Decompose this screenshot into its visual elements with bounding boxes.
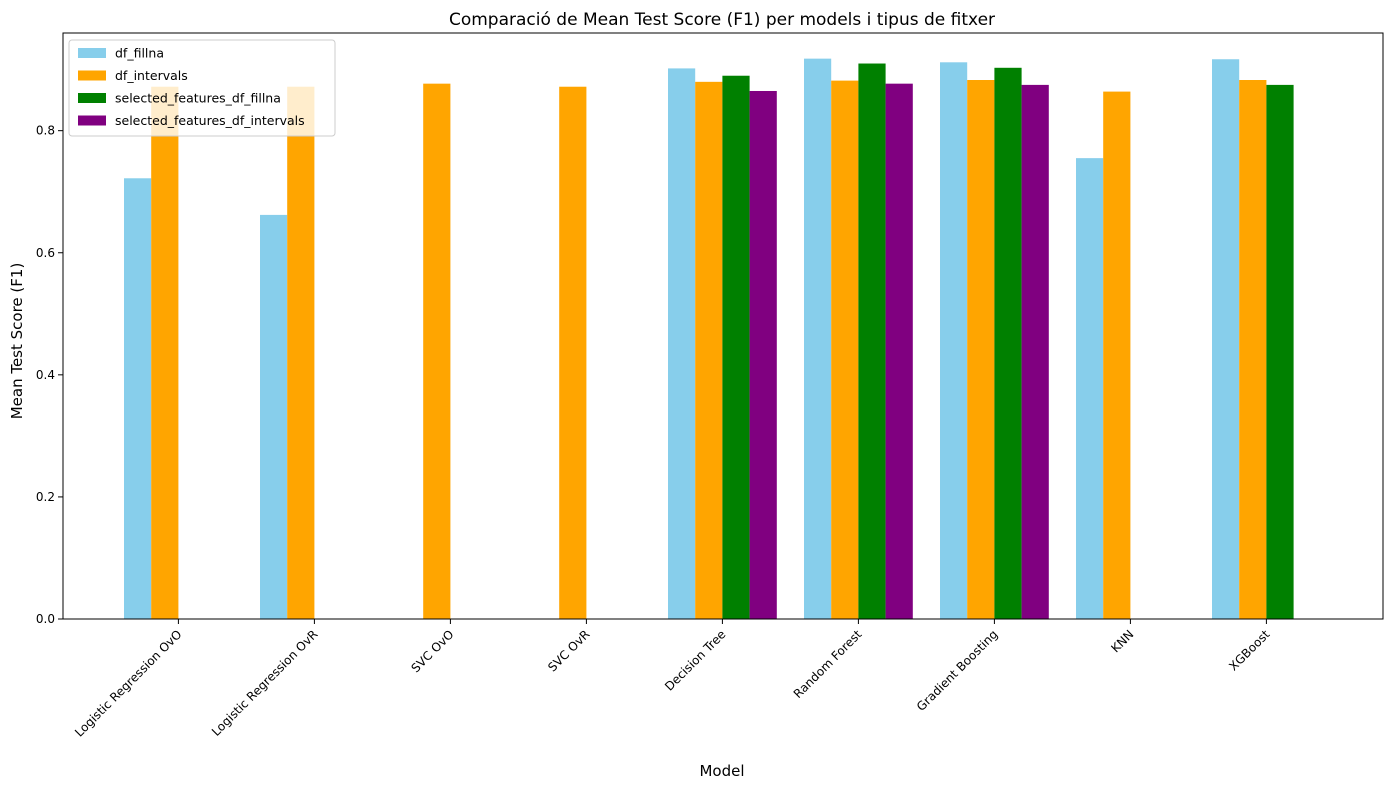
bar-df-intervals-2 <box>423 83 451 619</box>
legend-label-selected-features-df-intervals: selected_features_df_intervals <box>115 113 305 128</box>
bar-selected-features-df-fillna-6 <box>994 67 1022 620</box>
y-tick-label: 0.8 <box>36 124 55 138</box>
x-tick-label: SVC OvR <box>545 627 592 674</box>
x-tick-label: Gradient Boosting <box>914 627 1001 714</box>
x-tick-label: Decision Tree <box>662 627 728 693</box>
y-tick-label: 0.0 <box>36 612 55 626</box>
legend-label-selected-features-df-fillna: selected_features_df_fillna <box>115 91 281 106</box>
bar-selected-features-df-intervals-5 <box>885 83 913 619</box>
bar-selected-features-df-intervals-6 <box>1021 84 1049 619</box>
y-tick-label: 0.4 <box>36 368 55 382</box>
x-tick-label: XGBoost <box>1226 627 1272 673</box>
bar-df-intervals-5 <box>831 80 859 620</box>
bar-selected-features-df-fillna-8 <box>1266 84 1294 619</box>
bar-df-fillna-0 <box>124 178 152 619</box>
x-tick-label: Logistic Regression OvO <box>72 627 184 739</box>
plot-frame <box>62 32 1384 620</box>
y-tick-label: 0.2 <box>36 490 55 504</box>
bar-df-intervals-8 <box>1239 80 1267 619</box>
chart-title: Comparació de Mean Test Score (F1) per m… <box>449 10 995 30</box>
bar-selected-features-df-intervals-4 <box>749 90 777 620</box>
legend-box <box>68 39 336 137</box>
x-axis-ticks: Logistic Regression OvO Logistic Regressi… <box>72 619 1273 740</box>
bar-df-intervals-1 <box>287 86 315 620</box>
y-axis-label: Mean Test Score (F1) <box>8 263 26 420</box>
bar-df-fillna-4 <box>668 68 696 619</box>
bar-df-fillna-6 <box>940 62 968 620</box>
bar-df-fillna-5 <box>804 58 832 619</box>
bar-df-fillna-7 <box>1076 158 1104 619</box>
legend-label-df-fillna: df_fillna <box>115 46 164 61</box>
bar-df-intervals-6 <box>967 80 995 619</box>
legend-label-df-intervals: df_intervals <box>115 68 188 83</box>
bar-df-intervals-4 <box>695 81 723 619</box>
bar-df-intervals-3 <box>559 86 587 620</box>
x-tick-label: Random Forest <box>791 627 865 701</box>
bars-group <box>124 58 1294 620</box>
legend-swatch-df-intervals <box>78 70 106 81</box>
y-tick-label: 0.6 <box>36 246 55 260</box>
x-axis-label: Model <box>699 762 744 780</box>
bar-selected-features-df-fillna-4 <box>722 75 750 620</box>
bar-df-fillna-8 <box>1212 59 1240 619</box>
legend-swatch-selected-features-df-fillna <box>78 93 106 103</box>
bar-df-intervals-7 <box>1103 91 1131 620</box>
bar-df-fillna-1 <box>260 214 288 619</box>
x-tick-label: KNN <box>1108 627 1136 655</box>
x-tick-label: SVC OvO <box>408 627 456 675</box>
y-axis-ticks: 0.0 0.2 0.4 0.6 0.8 <box>36 124 63 626</box>
bar-df-intervals-0 <box>151 86 179 620</box>
legend-swatch-selected-features-df-intervals <box>78 115 106 126</box>
legend-swatch-df-fillna <box>78 48 106 58</box>
legend: df_fillna df_intervals selected_features_d… <box>68 39 336 137</box>
x-tick-label: Logistic Regression OvR <box>209 627 321 739</box>
bar-selected-features-df-fillna-5 <box>858 63 886 619</box>
